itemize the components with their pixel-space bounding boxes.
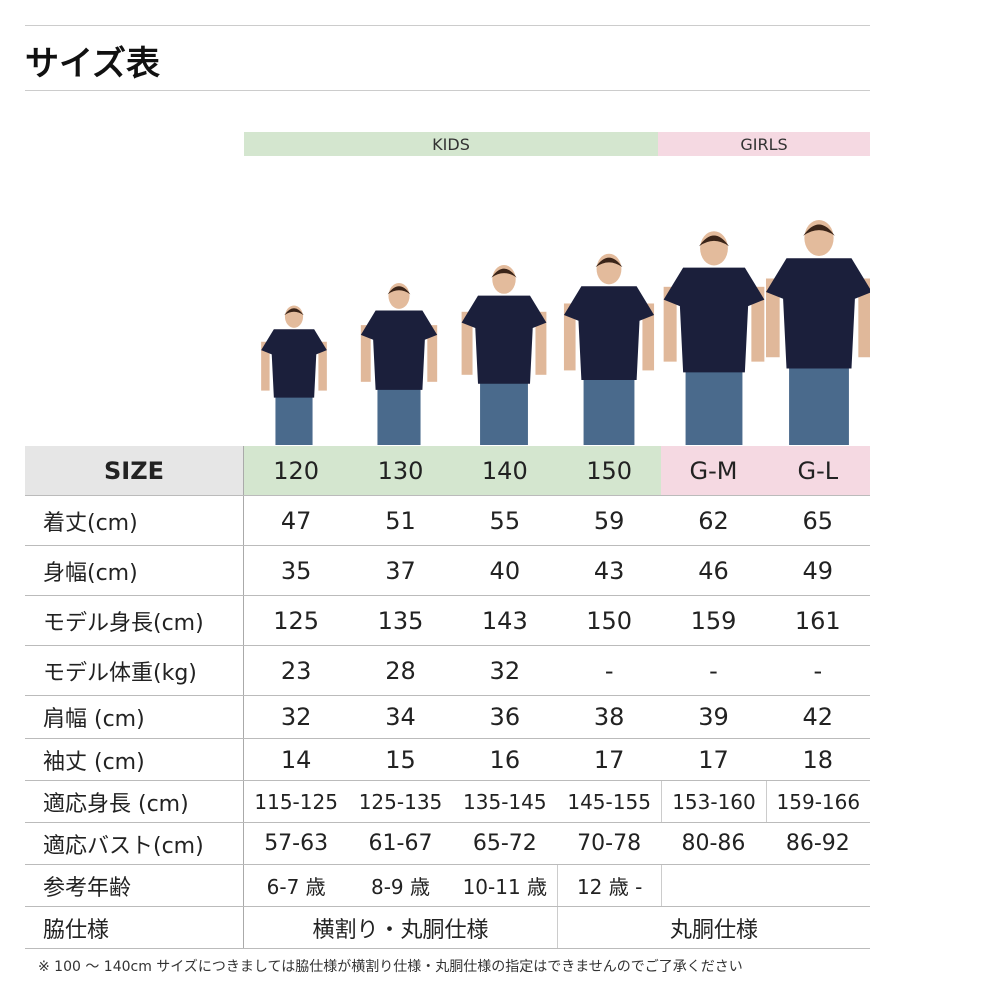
cell: 16	[489, 745, 521, 774]
cell: 159	[690, 606, 737, 635]
cell: 23	[280, 656, 312, 685]
size-gm: G-M	[661, 446, 766, 495]
cell: 46	[698, 556, 729, 585]
model-figure	[261, 305, 327, 445]
table-row: モデル身長(cm) 125 135 143 150 159 161	[25, 596, 870, 646]
cell: 6-7 歳	[266, 875, 326, 899]
cell: 49	[802, 556, 834, 585]
model-figure	[360, 283, 438, 445]
cell: 59	[593, 506, 625, 535]
cell: 32	[489, 656, 521, 685]
row-label: 肩幅 (cm)	[25, 696, 244, 738]
model-figure	[663, 231, 765, 445]
cell: 51	[385, 506, 416, 535]
cell: -	[709, 656, 718, 685]
cell: 43	[593, 556, 625, 585]
cell: -	[604, 656, 614, 685]
cell: 57-63	[264, 831, 329, 856]
row-label: モデル身長(cm)	[25, 596, 244, 645]
cell: 38	[593, 703, 625, 731]
model-figure	[765, 220, 870, 445]
size-120: 120	[244, 446, 349, 495]
size-header-row: SIZE 120 130 140 150 G-M G-L	[25, 446, 870, 496]
row-label: 袖丈 (cm)	[25, 739, 244, 780]
cell: 37	[385, 556, 416, 585]
cell: 32	[280, 703, 312, 731]
cell: 65	[802, 506, 834, 535]
cell: -	[813, 656, 823, 685]
row-label: モデル体重(kg)	[25, 646, 244, 695]
cell: 135-145	[463, 789, 547, 814]
cell: 125-135	[358, 789, 443, 814]
cell: 横割り・丸胴仕様	[312, 917, 489, 943]
table-row: 身幅(cm) 35 37 40 43 46 49	[25, 546, 870, 596]
cell: 62	[698, 506, 729, 535]
table-row: 肩幅 (cm) 32 34 36 38 39 42	[25, 696, 870, 739]
cell: 61-67	[368, 831, 433, 856]
cell: 143	[481, 606, 528, 635]
cell: 18	[802, 745, 834, 774]
cell: 34	[385, 703, 416, 731]
top-divider	[25, 25, 870, 26]
kids-group-label: KIDS	[244, 132, 658, 156]
size-150: 150	[556, 446, 662, 495]
cell: 161	[794, 606, 841, 635]
cell: 8-9 歳	[370, 875, 430, 899]
cell: 55	[489, 506, 521, 535]
cell: 17	[593, 745, 625, 774]
cell: 28	[385, 656, 416, 685]
cell: 145-155	[567, 789, 651, 814]
table-row: 着丈(cm) 47 51 55 59 62 65	[25, 496, 870, 546]
table-row: 袖丈 (cm) 14 15 16 17 17 18	[25, 739, 870, 781]
cell: 39	[698, 703, 729, 731]
cell: 12 歳 -	[556, 865, 661, 906]
table-row: モデル体重(kg) 23 28 32 - - -	[25, 646, 870, 696]
cell: 15	[385, 745, 416, 774]
cell: 70-78	[577, 831, 642, 856]
size-gl: G-L	[765, 446, 870, 495]
cell: 80-86	[681, 831, 746, 856]
row-label: 適応バスト(cm)	[25, 823, 244, 864]
model-figure	[563, 253, 655, 445]
title-divider	[25, 90, 870, 91]
cell: 14	[280, 745, 312, 774]
size-140: 140	[452, 446, 557, 495]
row-label: 身幅(cm)	[25, 546, 244, 595]
model-photos	[261, 220, 870, 445]
cell: 10-11 歳	[462, 875, 548, 899]
cell: 115-125	[254, 789, 338, 814]
cell: 135	[377, 606, 424, 635]
cell: 47	[280, 506, 312, 535]
cell: 17	[698, 745, 729, 774]
cell: 35	[280, 556, 312, 585]
cell: 150	[586, 606, 633, 635]
empty-cell	[661, 865, 870, 906]
cell: 丸胴仕様	[557, 907, 870, 948]
row-label: 参考年齢	[25, 865, 244, 906]
row-label: 適応身長 (cm)	[25, 781, 244, 822]
girls-group-label: GIRLS	[658, 132, 870, 156]
cell: 159-166	[765, 781, 870, 822]
cell: 153-160	[661, 781, 765, 822]
row-label: 着丈(cm)	[25, 496, 244, 545]
cell: 86-92	[785, 831, 850, 856]
size-label: SIZE	[25, 446, 244, 495]
table-row: 参考年齢 6-7 歳 8-9 歳 10-11 歳 12 歳 -	[25, 865, 870, 907]
cell: 65-72	[472, 831, 537, 856]
row-label: 脇仕様	[25, 907, 244, 948]
model-figure	[461, 265, 547, 445]
footnote: ※ 100 〜 140cm サイズにつきましては脇仕様が横割り仕様・丸胴仕様の指…	[38, 959, 743, 975]
table-row: 脇仕様 横割り・丸胴仕様 丸胴仕様	[25, 907, 870, 949]
cell: 36	[489, 703, 521, 731]
size-130: 130	[348, 446, 453, 495]
cell: 125	[273, 606, 320, 635]
page-title: サイズ表	[25, 44, 160, 84]
table-row: 適応身長 (cm) 115-125 125-135 135-145 145-155 153…	[25, 781, 870, 823]
table-row: 適応バスト(cm) 57-63 61-67 65-72 70-78 80-86 86-92	[25, 823, 870, 865]
cell: 40	[489, 556, 521, 585]
cell: 42	[802, 703, 834, 731]
